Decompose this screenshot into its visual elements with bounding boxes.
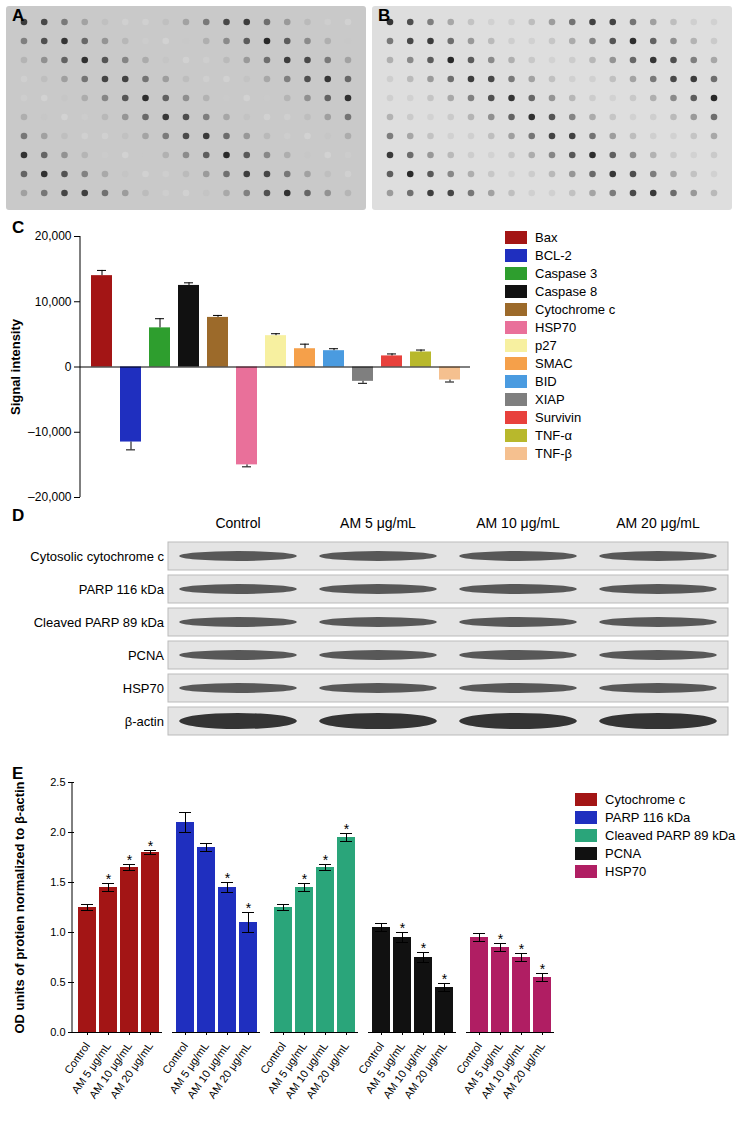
svg-text:0.5: 0.5 bbox=[50, 976, 65, 988]
svg-text:AM 5 μg/mL: AM 5 μg/mL bbox=[69, 1040, 113, 1096]
svg-text:*: * bbox=[442, 971, 448, 987]
svg-text:Control: Control bbox=[453, 1040, 484, 1076]
svg-text:*: * bbox=[344, 821, 350, 837]
svg-text:*: * bbox=[106, 871, 112, 887]
svg-text:Control: Control bbox=[159, 1040, 190, 1076]
svg-text:AM 5 μg/mL: AM 5 μg/mL bbox=[265, 1040, 309, 1096]
html-text:HSP70: HSP70 bbox=[535, 319, 577, 335]
svg-text:*: * bbox=[302, 871, 308, 887]
html-text:Survivin: Survivin bbox=[535, 409, 582, 425]
html-text:Cytochrome c: Cytochrome c bbox=[535, 301, 616, 317]
svg-text:AM 5 μg/mL: AM 5 μg/mL bbox=[461, 1040, 505, 1096]
svg-text:*: * bbox=[519, 941, 525, 957]
html-text:SMAC: SMAC bbox=[535, 355, 573, 371]
svg-text:AM 20 μg/mL: AM 20 μg/mL bbox=[402, 1040, 449, 1101]
svg-text:*: * bbox=[148, 838, 154, 854]
html-text:BCL-2: BCL-2 bbox=[535, 247, 572, 263]
svg-text:AM 10 μg/mL: AM 10 μg/mL bbox=[184, 1040, 232, 1101]
svg-text:HSP70: HSP70 bbox=[123, 681, 164, 696]
svg-text:AM 10 μg/mL: AM 10 μg/mL bbox=[476, 515, 560, 531]
svg-text:0: 0 bbox=[65, 360, 72, 374]
svg-text:–10,000: –10,000 bbox=[28, 425, 72, 439]
html-text:Bax: Bax bbox=[535, 229, 558, 245]
svg-text:AM 10 μg/mL: AM 10 μg/mL bbox=[380, 1040, 428, 1101]
html-text:BID: BID bbox=[535, 373, 557, 389]
html-text:Caspase 3: Caspase 3 bbox=[535, 265, 598, 281]
svg-text:20,000: 20,000 bbox=[35, 229, 72, 243]
svg-text:AM 10 μg/mL: AM 10 μg/mL bbox=[478, 1040, 526, 1101]
svg-text:PARP 116 kDa: PARP 116 kDa bbox=[79, 582, 165, 597]
html-text:PCNA: PCNA bbox=[605, 845, 642, 861]
svg-text:PCNA: PCNA bbox=[128, 648, 164, 663]
svg-text:*: * bbox=[498, 931, 504, 947]
svg-text:*: * bbox=[400, 920, 406, 936]
html-text:Cytochrome c: Cytochrome c bbox=[605, 791, 686, 807]
svg-text:1.0: 1.0 bbox=[50, 926, 65, 938]
svg-text:2.5: 2.5 bbox=[50, 776, 65, 788]
svg-text:10,000: 10,000 bbox=[35, 295, 72, 309]
html-text:D: D bbox=[12, 506, 25, 525]
svg-text:–20,000: –20,000 bbox=[28, 490, 72, 504]
svg-text:*: * bbox=[127, 852, 133, 868]
svg-text:*: * bbox=[225, 870, 231, 886]
html-text:C: C bbox=[12, 218, 25, 237]
html-text:A: A bbox=[12, 6, 25, 25]
html-text:TNF-α: TNF-α bbox=[535, 427, 573, 443]
svg-text:*: * bbox=[540, 961, 546, 977]
html-text:XIAP: XIAP bbox=[535, 391, 565, 407]
svg-text:*: * bbox=[323, 852, 329, 868]
svg-text:Control: Control bbox=[61, 1040, 92, 1076]
svg-text:AM 20 μg/mL: AM 20 μg/mL bbox=[206, 1040, 253, 1101]
svg-text:AM 10 μg/mL: AM 10 μg/mL bbox=[282, 1040, 330, 1101]
svg-text:2.0: 2.0 bbox=[50, 826, 65, 838]
svg-text:AM 5 μg/mL: AM 5 μg/mL bbox=[363, 1040, 407, 1096]
svg-text:0.0: 0.0 bbox=[50, 1026, 65, 1038]
svg-text:*: * bbox=[421, 940, 427, 956]
svg-text:Cleaved PARP 89 kDa: Cleaved PARP 89 kDa bbox=[34, 615, 165, 630]
html-text:E: E bbox=[12, 764, 24, 783]
svg-text:Control: Control bbox=[355, 1040, 386, 1076]
html-text:HSP70: HSP70 bbox=[605, 863, 647, 879]
html-text:Cleaved PARP 89 kDa: Cleaved PARP 89 kDa bbox=[605, 827, 736, 843]
svg-text:AM 20 μg/mL: AM 20 μg/mL bbox=[304, 1040, 351, 1101]
svg-text:Signal intensity: Signal intensity bbox=[8, 318, 23, 415]
svg-text:1.5: 1.5 bbox=[50, 876, 65, 888]
svg-text:AM 20 μg/mL: AM 20 μg/mL bbox=[500, 1040, 547, 1101]
svg-text:Control: Control bbox=[215, 515, 260, 531]
html-text:p27: p27 bbox=[535, 337, 557, 353]
html-text:TNF-β: TNF-β bbox=[535, 445, 573, 461]
svg-text:AM 20 μg/mL: AM 20 μg/mL bbox=[616, 515, 700, 531]
svg-text:Control: Control bbox=[257, 1040, 288, 1076]
svg-text:AM 10 μg/mL: AM 10 μg/mL bbox=[86, 1040, 134, 1101]
html-text:B: B bbox=[378, 6, 391, 25]
svg-text:Cytosolic cytochrome c: Cytosolic cytochrome c bbox=[30, 549, 164, 564]
svg-text:AM 5 μg/mL: AM 5 μg/mL bbox=[167, 1040, 211, 1096]
svg-text:AM 20 μg/mL: AM 20 μg/mL bbox=[108, 1040, 155, 1101]
svg-text:β-actin: β-actin bbox=[125, 714, 164, 729]
svg-text:*: * bbox=[246, 900, 252, 916]
svg-text:OD units of protien normalized: OD units of protien normalized to β-acti… bbox=[12, 781, 27, 1033]
html-text:PARP 116 kDa: PARP 116 kDa bbox=[605, 809, 691, 825]
svg-text:AM 5 μg/mL: AM 5 μg/mL bbox=[340, 515, 416, 531]
html-text:Caspase 8: Caspase 8 bbox=[535, 283, 598, 299]
